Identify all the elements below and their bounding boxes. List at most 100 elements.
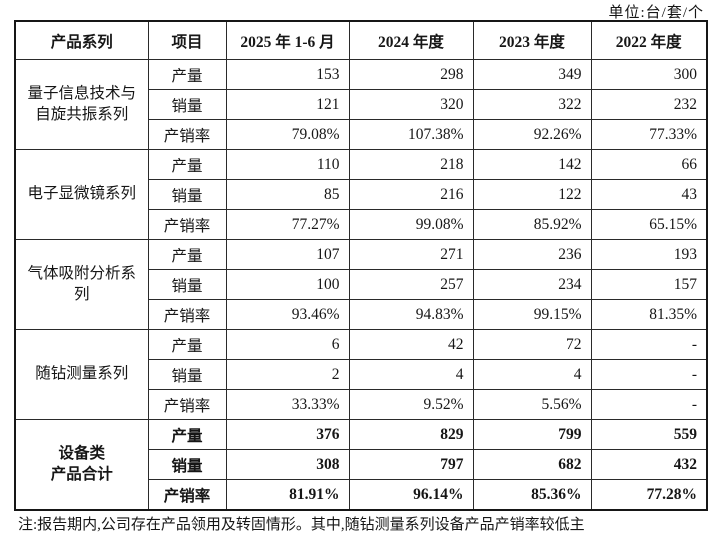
value-cell: 308 (225, 449, 350, 480)
value-cell: 236 (472, 239, 592, 270)
value-cell: 85.92% (472, 209, 592, 240)
value-cell: 300 (590, 59, 708, 90)
value-cell: - (590, 329, 708, 360)
value-cell: 799 (472, 419, 592, 450)
value-cell: - (590, 389, 708, 420)
value-cell: 2 (225, 359, 350, 390)
item-label-cell: 销量 (147, 449, 227, 480)
value-cell: 122 (472, 179, 592, 210)
table-row: 产销率 79.08% 107.38% 92.26% 77.33% (15, 119, 708, 150)
value-cell: 96.14% (348, 479, 474, 511)
value-cell: 66 (590, 149, 708, 180)
item-label-cell: 产销率 (147, 389, 227, 420)
item-label-cell: 产量 (147, 239, 227, 270)
value-cell: 5.56% (472, 389, 592, 420)
table-row: 气体吸附分析系 列产量 107 271 236 193 (14, 239, 708, 330)
header-2023: 2023 年度 (472, 20, 592, 60)
value-cell: 432 (590, 449, 708, 480)
value-cell: 121 (225, 89, 350, 120)
table-row: 销量 100 257 234 157 (15, 269, 708, 300)
series-name-cell: 量子信息技术与 自旋共振系列 (14, 59, 149, 150)
item-label-cell: 产销率 (147, 479, 227, 511)
value-cell: 85.36% (472, 479, 592, 511)
item-label-cell: 销量 (147, 359, 227, 390)
header-item: 项目 (147, 20, 227, 60)
value-cell: 77.33% (590, 119, 708, 150)
table-row: 量子信息技术与 自旋共振系列 产量 153 298 349 300 (14, 59, 708, 150)
value-cell: 43 (590, 179, 708, 210)
item-label-cell: 产量 (147, 59, 227, 90)
unit-label: 单位:台/套/个 (608, 5, 704, 21)
value-cell: 376 (225, 419, 350, 450)
value-cell: 79.08% (225, 119, 350, 150)
value-cell: 42 (348, 329, 474, 360)
table-row: 销量 121 320 322 232 (15, 89, 708, 120)
table-row: 销量 308 797 682 432 (15, 449, 708, 480)
value-cell: 234 (472, 269, 592, 300)
series-name-cell: 电子显微镜系列 (14, 149, 149, 240)
table-row: 电子显微镜系列 产量 110 218 142 66 (14, 149, 708, 240)
value-cell: 99.15% (472, 299, 592, 330)
value-cell: 77.27% (225, 209, 350, 240)
value-cell: 153 (225, 59, 350, 90)
item-label-cell: 产量 (147, 329, 227, 360)
value-cell: 218 (348, 149, 474, 180)
value-cell: 349 (472, 59, 592, 90)
table-row: 销量 85 216 122 43 (15, 179, 708, 210)
item-label-cell: 销量 (147, 269, 227, 300)
header-2024: 2024 年度 (348, 20, 474, 60)
item-label-cell: 产销率 (147, 209, 227, 240)
table-body: 量子信息技术与 自旋共振系列 产量 153 298 349 300 销量 121 320 322 2… (14, 59, 708, 511)
value-cell: 107 (225, 239, 350, 270)
table-row: 销量 2 4 4- (15, 359, 708, 390)
value-cell: 100 (225, 269, 350, 300)
header-2025h1: 2025 年 1-6 月 (225, 20, 350, 60)
value-cell: 65.15% (590, 209, 708, 240)
value-cell: 322 (472, 89, 592, 120)
value-cell: 99.08% (348, 209, 474, 240)
header-2022: 2022 年度 (590, 20, 708, 60)
value-cell: 72 (472, 329, 592, 360)
value-cell: 92.26% (472, 119, 592, 150)
value-cell: 6 (225, 329, 350, 360)
value-cell: 9.52% (348, 389, 474, 420)
value-cell: 257 (348, 269, 474, 300)
table-row: 设备类 产品合计 产量 376 829 799 559 (14, 419, 708, 511)
item-label-cell: 产量 (147, 419, 227, 450)
value-cell: 320 (348, 89, 474, 120)
value-cell: - (590, 359, 708, 390)
value-cell: 107.38% (348, 119, 474, 150)
value-cell: 85 (225, 179, 350, 210)
value-cell: 193 (590, 239, 708, 270)
value-cell: 81.91% (225, 479, 350, 511)
value-cell: 110 (225, 149, 350, 180)
value-cell: 142 (472, 149, 592, 180)
value-cell: 829 (348, 419, 474, 450)
table-row: 随钻测量系列 产量 6 42 72- (14, 329, 708, 420)
value-cell: 559 (590, 419, 708, 450)
value-cell: 77.28% (590, 479, 708, 511)
value-cell: 271 (348, 239, 474, 270)
item-label-cell: 销量 (147, 179, 227, 210)
header-product-series: 产品系列 (14, 20, 149, 60)
table-row: 产销率 81.91% 96.14% 85.36% 77.28% (15, 479, 708, 511)
table-row: 产销率 33.33% 9.52% 5.56% - (15, 389, 708, 420)
item-label-cell: 产销率 (147, 299, 227, 330)
table-row: 产销率 77.27% 99.08% 85.92% 65.15% (15, 209, 708, 240)
footnote: 注:报告期内,公司存在产品领用及转固情形。其中,随钻测量系列设备产品产销率较低主 (18, 517, 585, 533)
item-label-cell: 产销率 (147, 119, 227, 150)
value-cell: 682 (472, 449, 592, 480)
item-label-cell: 产量 (147, 149, 227, 180)
value-cell: 157 (590, 269, 708, 300)
table-row: 产销率 93.46% 94.83% 99.15% 81.35% (15, 299, 708, 330)
item-label-cell: 销量 (147, 89, 227, 120)
value-cell: 797 (348, 449, 474, 480)
table-header-row: 产品系列 项目 2025 年 1-6 月 2024 年度 2023 年度 202… (14, 20, 708, 60)
series-name-cell: 设备类 产品合计 (14, 419, 149, 511)
value-cell: 93.46% (225, 299, 350, 330)
production-sales-table: 产品系列 项目 2025 年 1-6 月 2024 年度 2023 年度 202… (14, 20, 708, 511)
value-cell: 94.83% (348, 299, 474, 330)
value-cell: 4 (472, 359, 592, 390)
series-name-cell: 气体吸附分析系 列 (14, 239, 149, 330)
